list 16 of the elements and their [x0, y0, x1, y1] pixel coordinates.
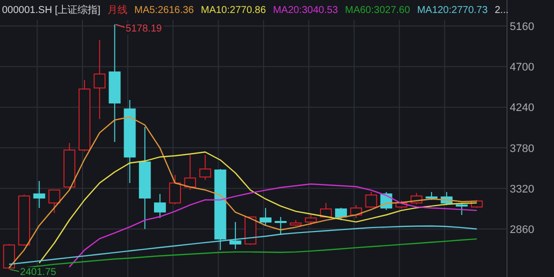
ytick: 4700 [510, 62, 534, 74]
legend: MA10:2770.86 [200, 5, 266, 16]
legend: MA5:2616.36 [134, 5, 194, 16]
title: 000001.SH [上证综指] [2, 5, 100, 16]
ytick: 5160 [510, 21, 534, 33]
legend: MA60:3027.60 [345, 5, 410, 16]
subtitle: 月线 [107, 5, 128, 16]
ytick: 3780 [510, 142, 534, 155]
ytick: 3320 [510, 183, 534, 196]
annotation: 2... [494, 5, 509, 16]
annotation: 5178.19 [126, 23, 162, 34]
legend: MA120:2770.73 [417, 5, 488, 16]
annotation: 2401.75 [20, 267, 56, 277]
ytick: 2860 [510, 224, 534, 236]
ytick: 4240 [510, 102, 534, 114]
legend: MA20:3040.53 [272, 5, 338, 16]
